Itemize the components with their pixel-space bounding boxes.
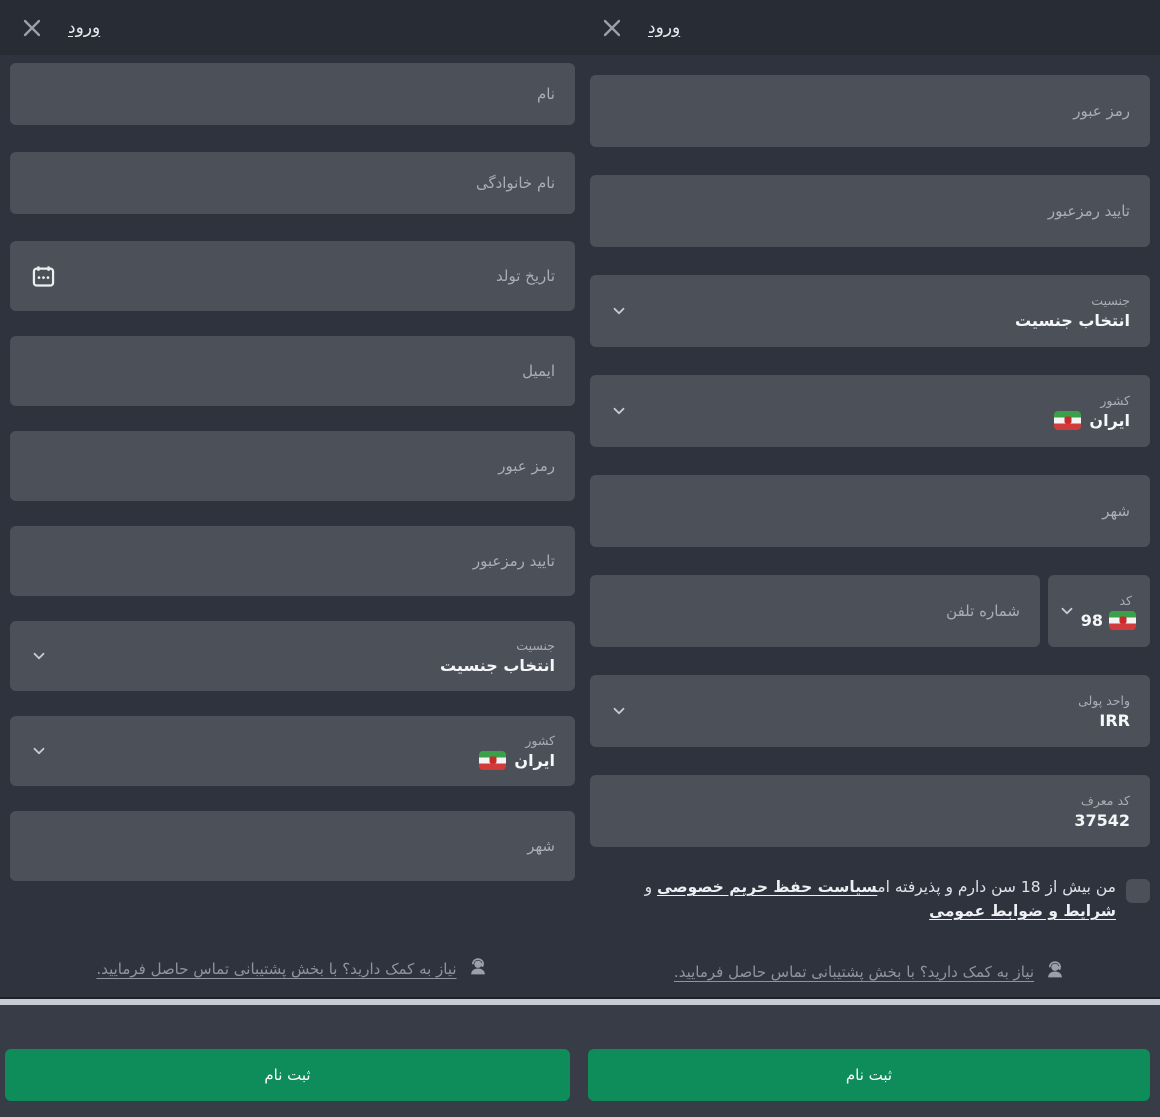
gender-value: انتخاب جنسیت: [439, 655, 555, 675]
country-select-text: کشور ایران: [479, 733, 555, 770]
city-field: [10, 811, 575, 881]
country-label: کشور: [525, 732, 555, 748]
phone-code-select[interactable]: کد 98: [1048, 575, 1150, 647]
first-name-field: [10, 63, 575, 125]
confirm-password-input[interactable]: [30, 526, 555, 596]
iran-flag-icon: [1054, 410, 1082, 430]
country-select-text: کشور ایران: [1054, 393, 1130, 430]
country-value-row: ایران: [479, 750, 555, 770]
submit-wrap-right: ثبت نام: [580, 1049, 1160, 1101]
support-link[interactable]: نیاز به کمک دارید؟ با بخش پشتیبانی تماس …: [590, 959, 1150, 985]
form-right: جنسیت انتخاب جنسیت کشور ایران: [580, 55, 1160, 997]
register-button[interactable]: ثبت نام: [588, 1049, 1150, 1101]
age-agreement-row: من بیش از 18 سن دارم و پذیرفته امسیاست ح…: [590, 875, 1150, 923]
chevron-down-icon: [30, 742, 48, 760]
register-panel-left: ورود: [0, 0, 580, 997]
terms-link[interactable]: شرایط و ضوابط عمومی: [929, 902, 1116, 921]
country-label: کشور: [1100, 392, 1130, 408]
currency-value: IRR: [1099, 710, 1130, 730]
login-link[interactable]: ورود: [68, 17, 101, 38]
age-agreement-text: من بیش از 18 سن دارم و پذیرفته امسیاست ح…: [596, 875, 1116, 923]
phone-code-label: کد: [1119, 592, 1132, 608]
agreement-statement: من بیش از 18 سن دارم و پذیرفته ام: [877, 878, 1116, 896]
country-value: ایران: [1089, 410, 1130, 430]
country-select[interactable]: کشور ایران: [590, 375, 1150, 447]
city-input[interactable]: [610, 475, 1130, 547]
password-input[interactable]: [30, 431, 555, 501]
currency-label: واحد پولی: [1078, 692, 1130, 708]
city-input[interactable]: [30, 811, 555, 881]
gender-select[interactable]: جنسیت انتخاب جنسیت: [590, 275, 1150, 347]
phone-row: کد 98: [590, 575, 1150, 647]
phone-code-value: 98: [1080, 610, 1103, 630]
confirm-password-input[interactable]: [610, 175, 1130, 247]
birth-date-field: [10, 241, 575, 311]
email-input[interactable]: [30, 336, 555, 406]
iran-flag-icon: [479, 750, 507, 770]
footer-bar: ثبت نام ثبت نام: [0, 1005, 1160, 1117]
first-name-input[interactable]: [30, 63, 555, 125]
phone-code-text: کد 98: [1081, 593, 1136, 630]
currency-select-text: واحد پولی IRR: [1078, 693, 1130, 730]
last-name-field: [10, 152, 575, 214]
close-icon[interactable]: [18, 14, 46, 42]
register-panel-right: ورود جنسیت انتخاب جنسیت: [580, 0, 1160, 997]
support-link[interactable]: نیاز به کمک دارید؟ با بخش پشتیبانی تماس …: [10, 956, 575, 982]
chevron-down-icon: [610, 302, 628, 320]
age-agreement-checkbox[interactable]: [1126, 879, 1150, 903]
referral-code-value: 37542: [1074, 810, 1130, 830]
panel-header-right: ورود: [580, 0, 1160, 55]
phone-number-input[interactable]: [610, 575, 1020, 647]
country-select[interactable]: کشور ایران: [10, 716, 575, 786]
calendar-icon[interactable]: [30, 263, 57, 290]
gender-value: انتخاب جنسیت: [1014, 310, 1130, 330]
form-left: جنسیت انتخاب جنسیت کشور ایران: [0, 55, 580, 997]
gender-label: جنسیت: [1091, 292, 1130, 308]
submit-wrap-left: ثبت نام: [0, 1049, 580, 1101]
currency-select[interactable]: واحد پولی IRR: [590, 675, 1150, 747]
gender-select-text: جنسیت انتخاب جنسیت: [440, 638, 555, 675]
chevron-down-icon: [1058, 602, 1076, 620]
city-field: [590, 475, 1150, 547]
iran-flag-icon: [1109, 610, 1136, 630]
referral-code-text: کد معرف 37542: [1074, 793, 1130, 830]
panel-header-left: ورود: [0, 0, 580, 55]
gender-select-text: جنسیت انتخاب جنسیت: [1015, 293, 1130, 330]
close-icon[interactable]: [598, 14, 626, 42]
country-value: ایران: [514, 750, 555, 770]
password-field: [590, 75, 1150, 147]
chevron-down-icon: [30, 647, 48, 665]
email-field: [10, 336, 575, 406]
password-input[interactable]: [610, 75, 1130, 147]
agreement-conjunction: و: [644, 878, 653, 896]
register-button[interactable]: ثبت نام: [5, 1049, 570, 1101]
country-value-row: ایران: [1054, 410, 1130, 430]
chevron-down-icon: [610, 402, 628, 420]
privacy-policy-link[interactable]: سیاست حفظ حریم خصوصی: [657, 878, 878, 896]
phone-code-value-row: 98: [1080, 610, 1136, 630]
confirm-password-field: [10, 526, 575, 596]
referral-code-label: کد معرف: [1080, 792, 1130, 808]
chevron-down-icon: [610, 702, 628, 720]
birth-date-input[interactable]: [69, 241, 555, 311]
login-link[interactable]: ورود: [648, 17, 681, 38]
section-divider: [0, 997, 1160, 1005]
support-link-text: نیاز به کمک دارید؟ با بخش پشتیبانی تماس …: [673, 963, 1035, 982]
registration-columns: ورود: [0, 0, 1160, 997]
last-name-input[interactable]: [30, 152, 555, 214]
password-field: [10, 431, 575, 501]
headset-icon: [467, 956, 489, 982]
gender-select[interactable]: جنسیت انتخاب جنسیت: [10, 621, 575, 691]
confirm-password-field: [590, 175, 1150, 247]
referral-code-field[interactable]: کد معرف 37542: [590, 775, 1150, 847]
gender-label: جنسیت: [516, 637, 555, 653]
support-link-text: نیاز به کمک دارید؟ با بخش پشتیبانی تماس …: [96, 960, 457, 978]
headset-icon: [1044, 959, 1066, 985]
phone-number-field: [590, 575, 1040, 647]
